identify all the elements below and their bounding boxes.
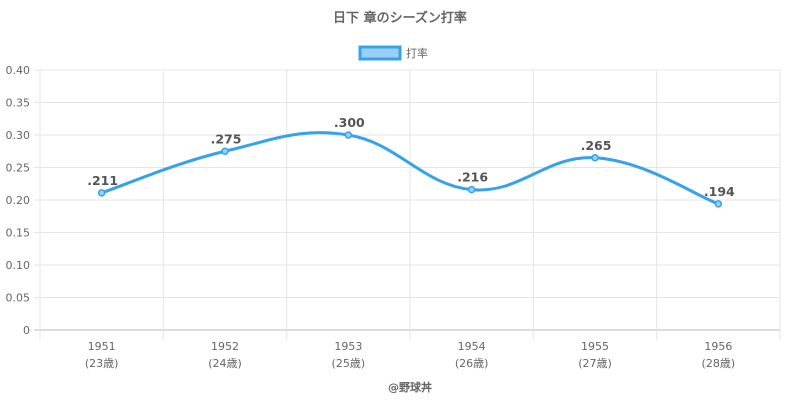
x-tick-label: 1953 <box>334 340 362 353</box>
data-point <box>221 147 229 155</box>
x-tick-sublabel: (28歳) <box>702 357 736 370</box>
credit: @野球丼 <box>388 380 432 394</box>
y-tick-label: 0.25 <box>6 162 31 175</box>
y-tick-label: 0.20 <box>6 194 31 207</box>
y-tick-label: 0.10 <box>6 259 31 272</box>
legend-label: 打率 <box>406 46 428 60</box>
data-point <box>97 189 106 197</box>
chart-title: 日下 章のシーズン打率 <box>333 10 467 26</box>
y-tick-label: 0.15 <box>6 227 31 240</box>
x-tick-label: 1955 <box>581 340 609 353</box>
x-tick-label: 1954 <box>458 340 486 353</box>
x-tick-sublabel: (23歳) <box>85 357 119 370</box>
y-tick-label: 0.40 <box>6 64 31 77</box>
y-tick-label: 0.30 <box>6 129 31 142</box>
y-tick-label: 0 <box>23 324 30 337</box>
x-tick-sublabel: (24歳) <box>208 357 242 370</box>
data-label: .275 <box>211 131 242 146</box>
series-line <box>101 131 719 206</box>
y-tick-label: 0.05 <box>6 292 31 305</box>
data-point <box>714 200 723 208</box>
x-tick-sublabel: (27歳) <box>578 357 612 370</box>
data-label: .300 <box>334 115 365 130</box>
legend[interactable]: 打率 <box>358 45 428 61</box>
data-point <box>467 185 476 194</box>
x-tick-label: 1956 <box>704 340 732 353</box>
x-tick-sublabel: (26歳) <box>455 357 489 370</box>
data-label: .211 <box>87 173 118 188</box>
data-point <box>591 154 599 162</box>
data-label: .194 <box>704 184 735 199</box>
x-tick-label: 1952 <box>211 340 239 353</box>
y-tick-label: 0.35 <box>6 97 31 110</box>
legend-swatch <box>358 45 402 61</box>
data-point <box>344 131 353 139</box>
x-tick-sublabel: (25歳) <box>332 357 366 370</box>
data-label: .216 <box>457 170 488 185</box>
data-label: .265 <box>581 138 612 153</box>
x-tick-label: 1951 <box>88 340 116 353</box>
